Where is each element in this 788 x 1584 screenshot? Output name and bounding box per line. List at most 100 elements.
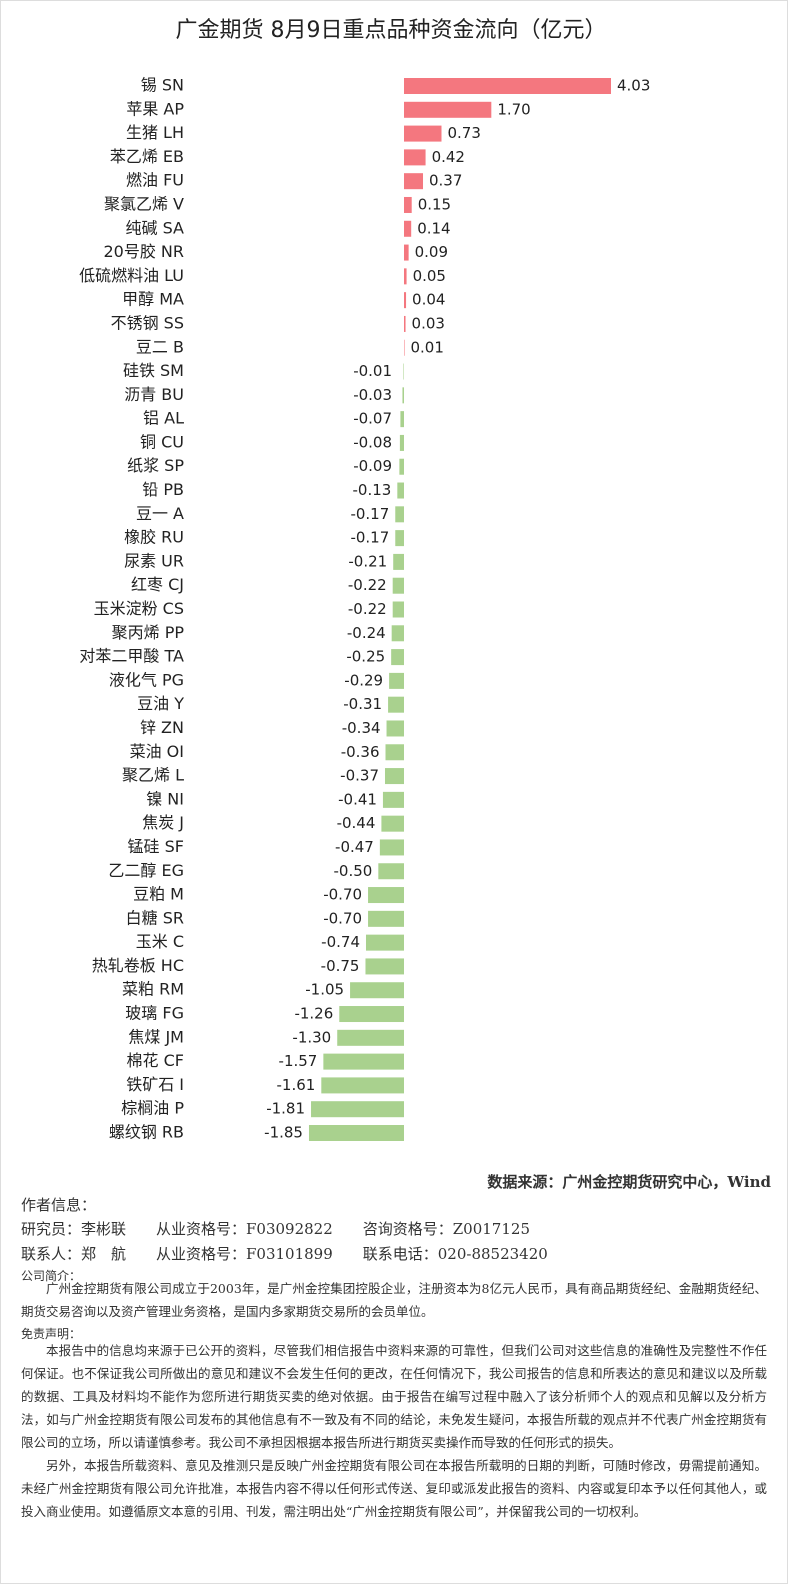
bar	[393, 553, 404, 570]
value-label: -0.17	[350, 529, 389, 547]
value-label: 1.70	[497, 100, 530, 118]
category-label: 纯碱 SA	[126, 218, 185, 237]
bar	[323, 1053, 404, 1070]
category-label: 苹果 AP	[126, 99, 184, 118]
category-label: 铝 AL	[143, 409, 184, 428]
bar	[384, 768, 404, 785]
value-label: 0.04	[412, 291, 445, 309]
category-label: 豆二 B	[136, 337, 184, 356]
category-label: 沥青 BU	[124, 385, 184, 404]
value-label: -1.81	[266, 1100, 305, 1118]
category-label: 焦炭 J	[142, 813, 184, 832]
category-label: 乙二醇 EG	[108, 861, 184, 880]
bar	[404, 268, 407, 285]
value-label: -0.34	[342, 719, 381, 737]
category-label: 对苯二甲酸 TA	[79, 647, 184, 666]
category-label: 尿素 UR	[124, 551, 184, 570]
value-label: 0.15	[418, 195, 451, 213]
bar	[404, 101, 492, 118]
value-label: -0.07	[353, 410, 392, 428]
category-label: 燃油 FU	[126, 171, 184, 190]
value-label: -0.22	[348, 576, 387, 594]
bar	[400, 411, 404, 428]
value-label: -0.01	[353, 362, 392, 380]
researcher: 研究员：李彬联 从业资格号：F03092822 咨询资格号：Z0017125	[21, 1220, 530, 1238]
bar	[404, 292, 407, 309]
bar	[404, 125, 442, 142]
value-label: 0.01	[411, 338, 444, 356]
category-label: 白糖 SR	[126, 908, 184, 927]
bar	[404, 220, 412, 237]
value-label: -0.22	[348, 600, 387, 618]
value-label: -0.13	[353, 481, 392, 499]
value-label: -1.05	[305, 981, 344, 999]
value-label: -0.37	[340, 767, 379, 785]
bar	[404, 244, 409, 261]
bar	[311, 1101, 404, 1118]
category-label: 玉米 C	[136, 932, 184, 951]
bar	[397, 482, 404, 499]
value-label: -0.70	[323, 886, 362, 904]
category-label: 聚丙烯 PP	[112, 623, 185, 642]
value-label: -1.26	[294, 1005, 333, 1023]
bar	[399, 434, 404, 451]
value-label: 0.37	[429, 172, 462, 190]
bar	[399, 458, 404, 475]
value-label: -0.36	[341, 743, 380, 761]
value-label: -0.50	[334, 862, 373, 880]
category-label: 豆一 A	[136, 504, 184, 523]
category-label: 镍 NI	[146, 789, 184, 808]
value-label: -0.29	[344, 671, 383, 689]
value-label: 0.73	[447, 124, 480, 142]
value-label: 0.14	[417, 219, 450, 237]
value-label: -1.57	[279, 1052, 318, 1070]
bar	[404, 149, 426, 166]
category-label: 豆油 Y	[137, 694, 184, 713]
category-label: 红枣 CJ	[131, 575, 184, 594]
category-label: 豆粕 M	[133, 885, 184, 904]
bar	[391, 625, 404, 642]
value-label: -0.41	[338, 790, 377, 808]
category-label: 低硫燃料油 LU	[79, 266, 184, 285]
value-label: 0.03	[412, 314, 445, 332]
bar	[365, 958, 404, 975]
value-label: -0.70	[323, 909, 362, 927]
value-label: -0.31	[343, 695, 382, 713]
bar	[381, 815, 404, 832]
value-label: -1.61	[276, 1076, 315, 1094]
author-heading: 作者信息：	[21, 1196, 97, 1214]
category-label: 锡 SN	[141, 76, 184, 95]
value-label: 0.09	[415, 243, 448, 261]
category-label: 铁矿石 I	[126, 1075, 184, 1094]
bar	[388, 696, 404, 713]
value-label: -0.17	[350, 505, 389, 523]
value-label: -0.09	[353, 457, 392, 475]
category-label: 玻璃 FG	[125, 1004, 184, 1023]
bar	[321, 1077, 404, 1094]
value-label: -1.30	[292, 1028, 331, 1046]
bar	[382, 791, 404, 808]
value-label: -0.25	[346, 648, 385, 666]
category-label: 聚乙烯 L	[122, 766, 184, 785]
bar	[337, 1029, 404, 1046]
category-label: 锌 ZN	[140, 718, 184, 737]
category-label: 苯乙烯 EB	[110, 147, 184, 166]
bar	[308, 1125, 404, 1141]
bar	[368, 910, 404, 927]
chart-title: 广金期货 8月9日重点品种资金流向（亿元）	[176, 18, 607, 43]
category-label: 20号胶 NR	[103, 242, 184, 261]
category-label: 不锈钢 SS	[111, 313, 184, 332]
category-label: 棕榈油 P	[121, 1099, 184, 1118]
bar	[403, 363, 404, 380]
value-label: -0.08	[353, 433, 392, 451]
value-label: -0.44	[337, 814, 376, 832]
category-label: 焦煤 JM	[128, 1027, 184, 1046]
bar	[365, 934, 404, 951]
category-label: 玉米淀粉 CS	[94, 599, 184, 618]
category-label: 棉花 CF	[127, 1051, 184, 1070]
bar	[404, 339, 405, 356]
bar	[404, 315, 406, 332]
company-heading: 公司简介：	[21, 1269, 82, 1283]
category-label: 锰硅 SF	[128, 837, 184, 856]
chart: 广金期货 8月9日重点品种资金流向（亿元） 锡 SN 4.03 苹果 AP 1.70 生…	[79, 18, 650, 1142]
